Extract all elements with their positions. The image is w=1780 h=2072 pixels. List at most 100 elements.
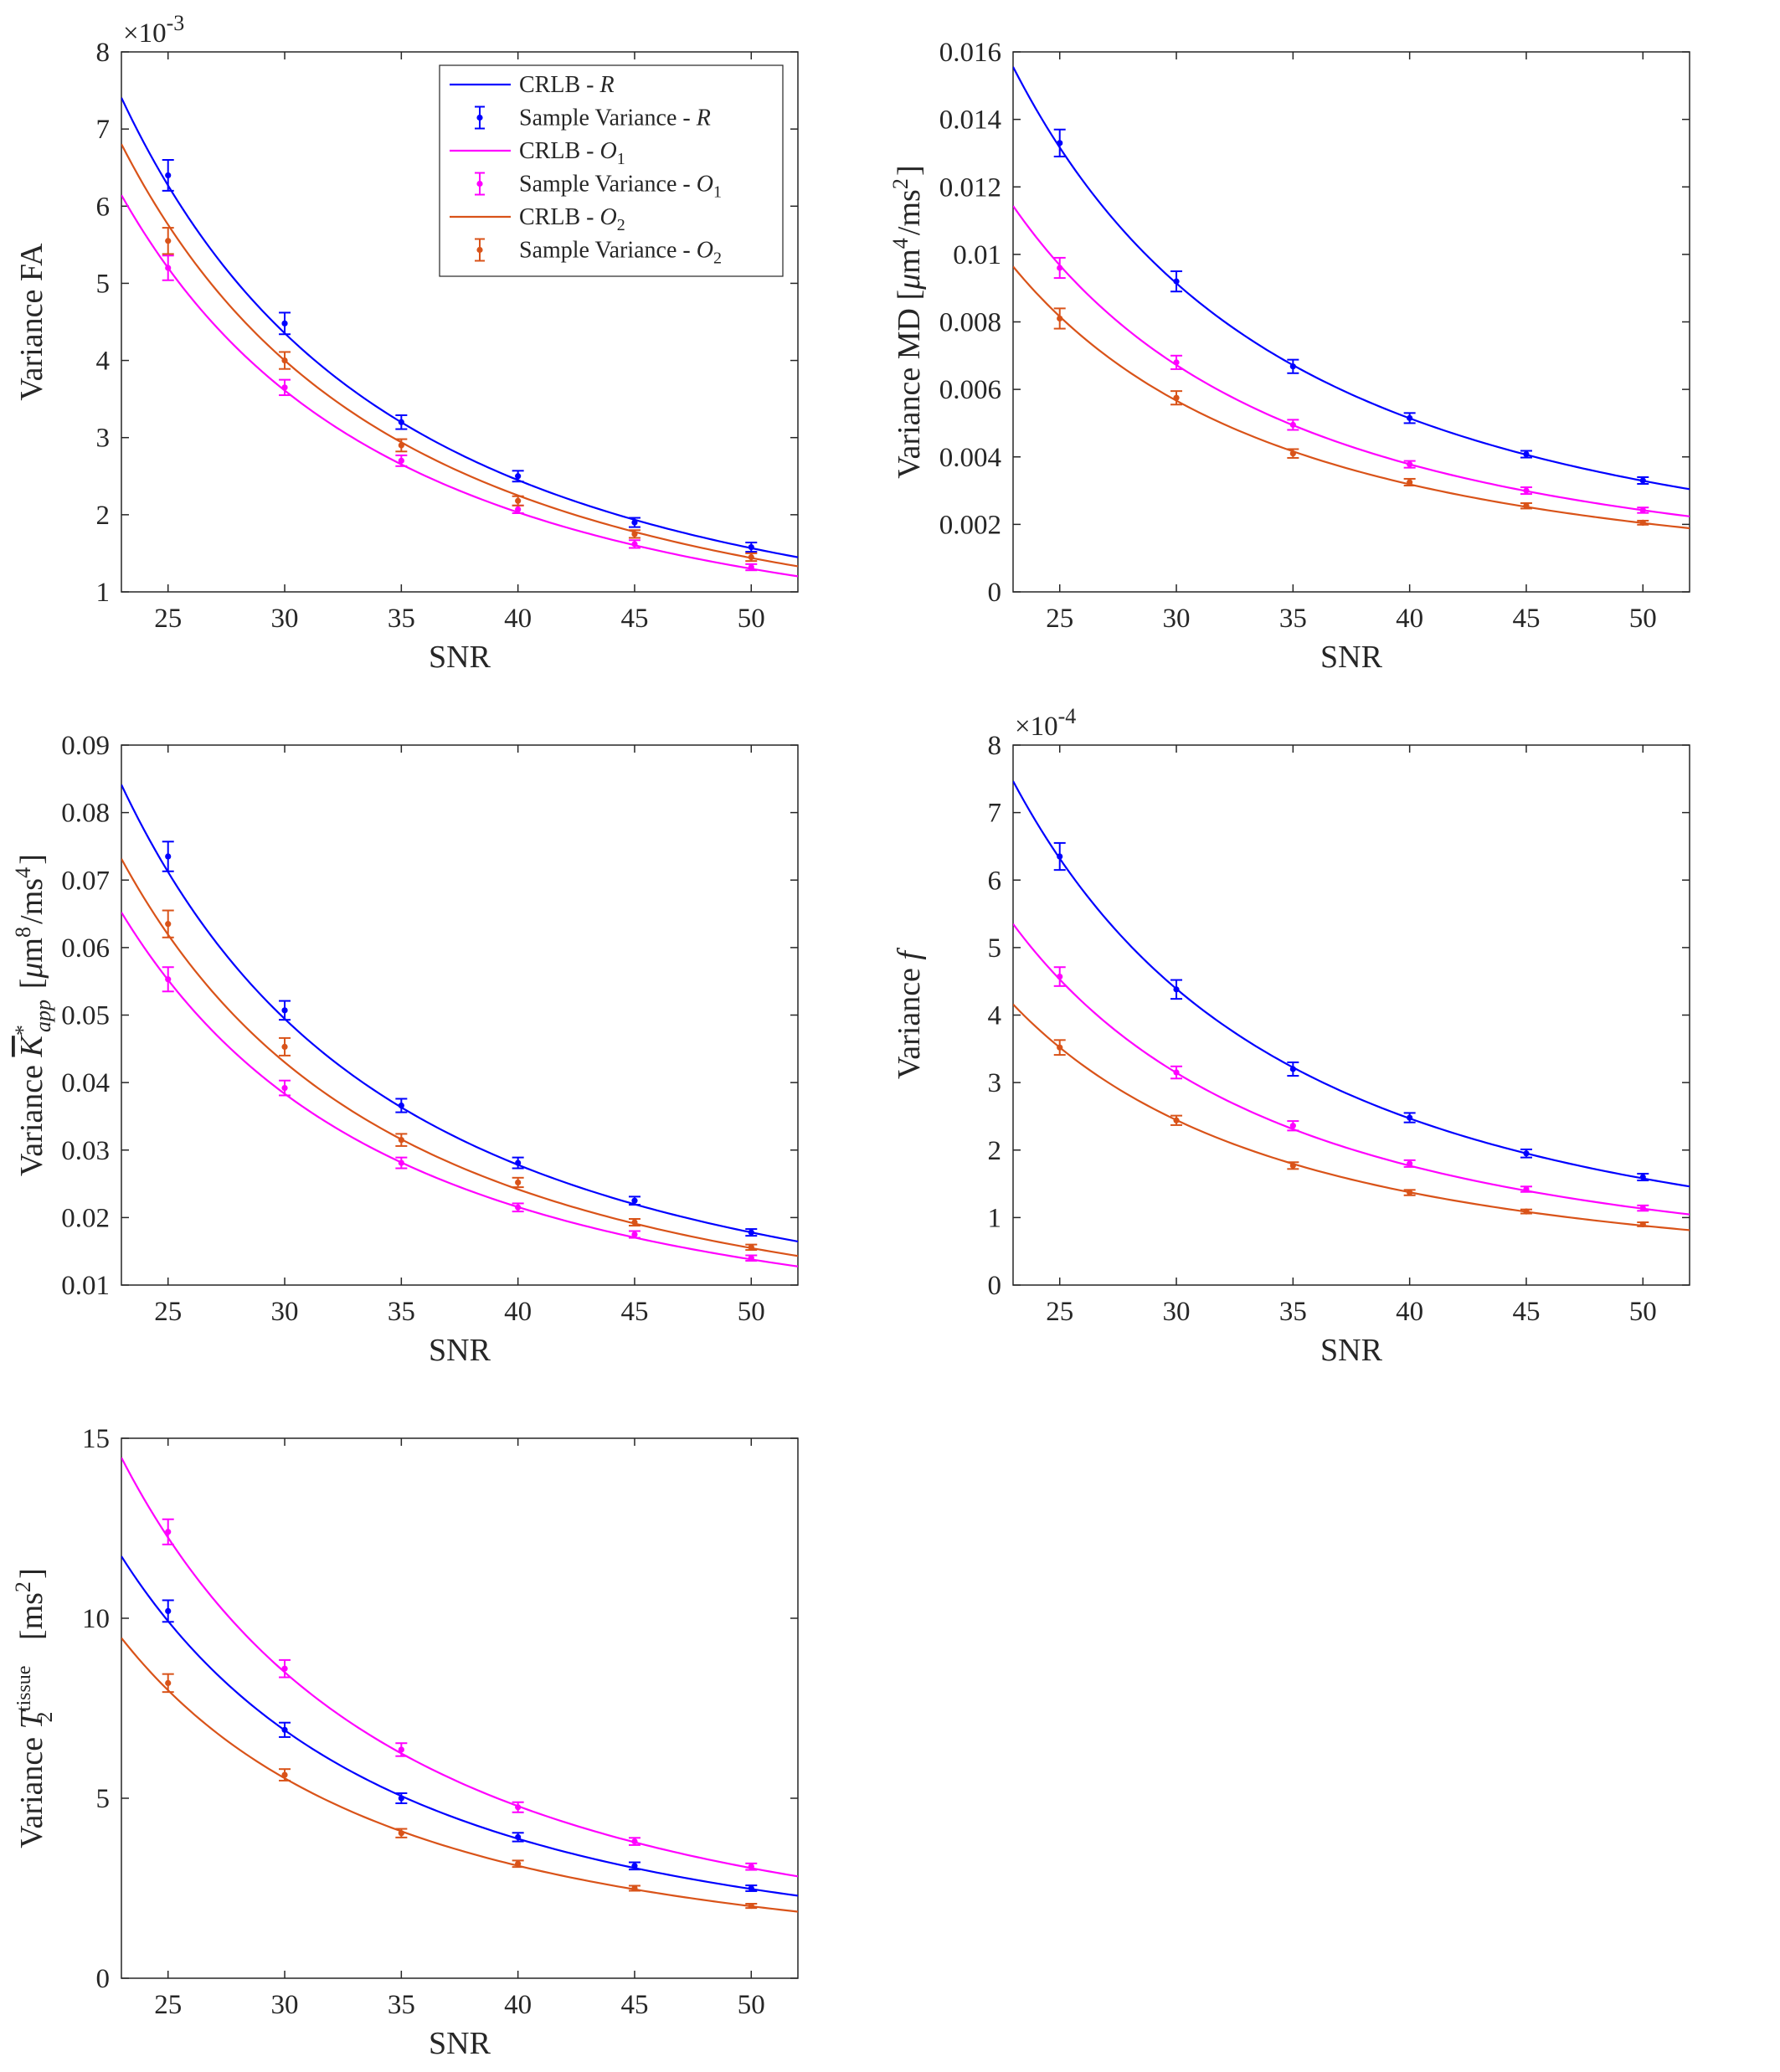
crlb-curve-O1 (121, 912, 798, 1267)
y-axis-label: Variance FA (14, 243, 49, 401)
sample-point-O2 (1289, 1162, 1296, 1169)
y-tick-label: 6 (96, 192, 111, 222)
sample-point-O2 (1407, 1189, 1413, 1196)
axis-exponent: ×10-4 (1015, 704, 1076, 742)
y-tick-label: 7 (96, 115, 111, 145)
plot-area (1012, 744, 1690, 1286)
y-tick-label: 0.02 (61, 1203, 110, 1233)
crlb-curve-O1 (1013, 205, 1690, 517)
plot-area (121, 744, 799, 1286)
legend-label: CRLB - O2 (519, 204, 625, 234)
sample-point-O1 (515, 1204, 522, 1211)
sample-point-R (631, 1197, 638, 1204)
sample-point-O1 (1523, 487, 1530, 494)
x-tick-label: 30 (1163, 604, 1191, 634)
y-tick-label: 0 (988, 1271, 1002, 1301)
sample-point-O2 (1289, 450, 1296, 457)
sample-point-O1 (748, 563, 754, 571)
y-tick-label: 3 (988, 1068, 1002, 1098)
y-tick-label: 5 (96, 269, 111, 299)
x-tick-label: 25 (154, 1297, 182, 1327)
sample-point-O1 (631, 541, 638, 548)
sample-point-O2 (1523, 1208, 1530, 1215)
y-tick-label: 2 (96, 501, 111, 531)
sample-point-O2 (631, 531, 638, 537)
legend-label: Sample Variance - O2 (519, 238, 722, 268)
sample-point-R (1639, 1174, 1646, 1180)
x-tick-label: 50 (1629, 1297, 1657, 1327)
sample-point-O2 (515, 497, 522, 504)
sample-point-O1 (398, 457, 404, 464)
y-axis-label: Variance K* app [μm8 /ms4 ] (11, 854, 55, 1176)
sample-point-O1 (281, 1084, 288, 1092)
legend-point-swatch (476, 180, 483, 188)
sample-point-O2 (631, 1884, 638, 1892)
sample-point-O2 (1173, 394, 1180, 401)
y-tick-label: 8 (988, 731, 1002, 761)
sample-point-O2 (165, 238, 172, 244)
sample-point-O2 (1057, 315, 1063, 322)
crlb-curve-O1 (121, 1457, 798, 1878)
y-tick-label: 7 (988, 799, 1002, 829)
x-tick-label: 45 (620, 604, 648, 634)
crlb-curve-R (1013, 66, 1690, 491)
sample-point-O2 (1407, 479, 1413, 486)
sample-point-O1 (165, 976, 172, 983)
sample-point-R (631, 1863, 638, 1869)
x-tick-label: 30 (271, 604, 299, 634)
sample-point-R (1173, 278, 1180, 285)
y-tick-label: 0.06 (61, 933, 110, 964)
x-tick-label: 35 (388, 604, 415, 634)
sample-point-R (398, 1795, 404, 1802)
sample-point-R (398, 419, 404, 425)
y-tick-label: 15 (82, 1424, 110, 1454)
x-tick-label: 35 (388, 1990, 415, 2020)
crlb-curve-O1 (1013, 923, 1690, 1216)
legend-point-swatch (476, 246, 483, 254)
x-tick-label: 45 (620, 1990, 648, 2020)
y-axis-label: Variance f (892, 948, 927, 1079)
y-tick-label: 0 (96, 1964, 111, 1994)
sample-point-O1 (281, 1665, 288, 1672)
sample-point-R (515, 1833, 522, 1841)
crlb-curve-O2 (1013, 1003, 1690, 1231)
crlb-curve-R (121, 784, 798, 1243)
y-tick-label: 0.016 (939, 38, 1001, 68)
sample-point-R (165, 853, 172, 860)
legend-point-swatch (476, 114, 483, 121)
y-tick-label: 5 (988, 933, 1002, 964)
plot-area (1012, 51, 1690, 593)
x-tick-label: 35 (1279, 604, 1307, 634)
chart-t2: 25 30 35 40 45 50 0 5 10 15 SNR Variance Ttissue2 [… (11, 1424, 799, 2061)
plot-area (121, 1437, 799, 1979)
sample-point-R (165, 1607, 172, 1614)
y-tick-label: 0.01 (953, 240, 1001, 270)
legend-label: Sample Variance - O1 (519, 172, 722, 202)
x-tick-label: 30 (1163, 1297, 1191, 1327)
crlb-curve-R (1013, 780, 1690, 1188)
sample-point-O2 (631, 1219, 638, 1226)
y-tick-label: 0.014 (939, 105, 1001, 136)
x-axis-label: SNR (429, 640, 491, 675)
sample-point-R (515, 1159, 522, 1166)
sample-point-R (748, 1229, 754, 1236)
x-tick-label: 40 (504, 604, 532, 634)
sample-point-O2 (165, 1679, 172, 1686)
chart-md: 25 30 35 40 45 50 0 0.002 0.004 0.006 0.008 0.01 0.0… (888, 38, 1690, 675)
y-tick-label: 0.07 (61, 866, 110, 896)
sample-point-O2 (1057, 1044, 1063, 1051)
sample-point-O2 (281, 1043, 288, 1050)
sample-point-R (281, 1726, 288, 1733)
sample-point-O1 (1639, 1205, 1646, 1211)
legend-box (439, 64, 784, 277)
sample-point-O2 (398, 1137, 404, 1144)
y-tick-label: 0.008 (939, 308, 1001, 338)
sample-point-O2 (748, 1244, 754, 1251)
sample-point-O1 (631, 1838, 638, 1845)
x-tick-label: 45 (1512, 604, 1540, 634)
x-tick-label: 40 (1396, 604, 1423, 634)
sample-point-R (631, 519, 638, 526)
sample-point-O1 (1639, 506, 1646, 514)
crlb-curve-O2 (121, 143, 798, 568)
